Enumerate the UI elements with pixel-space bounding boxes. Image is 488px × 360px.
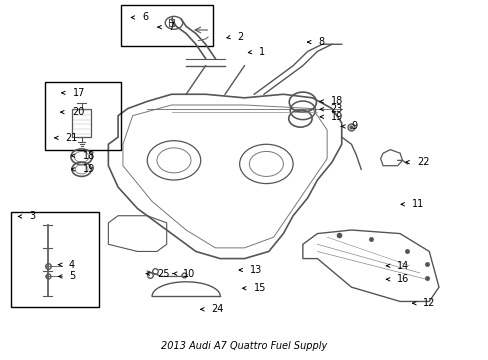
Text: 25: 25 <box>157 269 169 279</box>
Bar <box>11 212 99 307</box>
Text: 10: 10 <box>183 269 195 279</box>
Bar <box>120 5 212 46</box>
Text: 24: 24 <box>211 304 224 314</box>
Text: 15: 15 <box>254 283 266 293</box>
Bar <box>72 109 91 137</box>
Text: 12: 12 <box>423 298 435 308</box>
Text: 8: 8 <box>318 37 324 47</box>
Text: 19: 19 <box>82 164 95 174</box>
Text: 18: 18 <box>82 151 95 161</box>
Text: 17: 17 <box>73 88 85 98</box>
Text: 21: 21 <box>65 133 78 143</box>
Text: 2013 Audi A7 Quattro Fuel Supply: 2013 Audi A7 Quattro Fuel Supply <box>161 342 327 351</box>
Text: 19: 19 <box>330 112 342 122</box>
Text: 20: 20 <box>72 107 84 117</box>
Text: 1: 1 <box>259 47 264 57</box>
Bar <box>45 82 120 150</box>
Text: 9: 9 <box>351 121 357 131</box>
Text: 2: 2 <box>237 32 244 42</box>
Text: 18: 18 <box>330 96 342 107</box>
Text: 22: 22 <box>416 157 429 167</box>
Text: 7: 7 <box>168 22 175 32</box>
Text: 3: 3 <box>29 211 35 221</box>
Text: 23: 23 <box>330 104 342 114</box>
Text: 4: 4 <box>69 260 75 270</box>
Text: 5: 5 <box>69 271 75 282</box>
Text: 13: 13 <box>250 265 262 275</box>
Text: 14: 14 <box>396 261 408 271</box>
Text: 16: 16 <box>396 274 408 284</box>
Text: 11: 11 <box>411 199 424 209</box>
Text: 6: 6 <box>142 13 148 22</box>
